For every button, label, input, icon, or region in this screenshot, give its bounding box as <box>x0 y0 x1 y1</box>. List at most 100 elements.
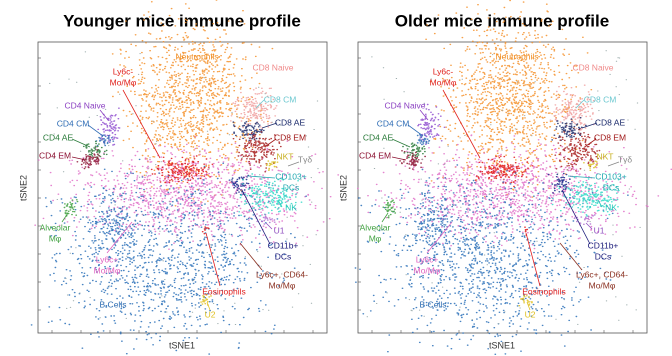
cluster-label: CD8 EM <box>274 132 306 142</box>
cluster-label: CD4 CM <box>377 118 410 128</box>
leader-line <box>247 175 276 179</box>
cluster-label: DCs <box>283 182 300 192</box>
y-axis-label: tSNE2 <box>338 175 348 201</box>
cell-cluster <box>547 172 572 194</box>
cell-cluster <box>265 160 279 171</box>
plot-frame <box>37 41 328 334</box>
leader-line <box>585 138 597 147</box>
cell-cluster <box>416 133 432 146</box>
cell-cluster <box>357 134 672 250</box>
cluster-label: Tγδ <box>298 154 312 164</box>
leader-line <box>381 212 389 223</box>
cluster-label: Mo/Mφ <box>589 280 616 290</box>
leader-line <box>265 222 273 230</box>
cluster-label: CD8 CM <box>264 94 297 104</box>
cell-cluster <box>518 295 533 307</box>
cluster-label: CD8 AE <box>595 117 626 127</box>
cluster-label: CD4 CM <box>57 118 90 128</box>
cluster-label: CD4 AE <box>43 132 74 142</box>
cluster-label: CD4 AE <box>363 132 394 142</box>
leader-line <box>575 99 585 109</box>
x-axis-label: tSNE1 <box>489 340 515 350</box>
leader-line <box>87 124 104 137</box>
cluster-label: U2 <box>205 309 216 319</box>
cluster-label: Ly6c- <box>433 66 454 76</box>
cluster-label: CD8 AE <box>275 117 306 127</box>
cell-cluster <box>76 149 101 170</box>
leader-line <box>265 138 277 147</box>
leader-line <box>419 109 429 121</box>
cluster-label: CD4 EM <box>39 150 71 160</box>
cluster-label: CD8 Naive <box>572 62 613 72</box>
leader-line <box>561 189 591 245</box>
leader-line <box>391 138 411 148</box>
leader-line <box>255 99 265 109</box>
leader-line <box>205 232 221 287</box>
cell-cluster <box>200 294 212 306</box>
cluster-label: CD103+ <box>595 171 626 181</box>
cell-cluster <box>551 176 620 217</box>
leader-line <box>106 221 133 254</box>
x-axis-label: tSNE1 <box>169 340 195 350</box>
cluster-label: Ly6c+, CD64- <box>576 269 628 279</box>
leader-line <box>559 242 583 271</box>
cell-cluster <box>551 117 587 141</box>
cluster-label: B Cells <box>420 299 447 309</box>
cell-cluster <box>573 214 596 225</box>
leader-line <box>122 89 161 159</box>
cell-cluster <box>201 226 210 235</box>
scattered-cells <box>49 51 319 325</box>
cluster-label: CD11b+ <box>268 240 299 250</box>
leader-line <box>607 161 620 167</box>
cluster-label: Ly6c+ <box>96 254 119 264</box>
cluster-label: Mo/Mφ <box>94 265 121 275</box>
cell-cluster <box>82 177 147 266</box>
leader-line <box>442 89 481 159</box>
leader-line <box>287 161 300 167</box>
panel: Older mice immune profile tSNE1 tSNE2 Neutr… <box>338 0 672 355</box>
cluster-label: Ly6c+, CD64- <box>256 269 308 279</box>
cluster-label: NKT <box>597 151 614 161</box>
plot-frame <box>357 41 648 334</box>
cluster-label: Neutrophils <box>496 51 539 61</box>
cluster-label: CD8 CM <box>584 94 617 104</box>
cluster-label: Tγδ <box>618 154 632 164</box>
cluster-label: Neutrophils <box>176 51 219 61</box>
y-axis-label: tSNE2 <box>18 175 28 201</box>
cluster-label: Eosinophils <box>202 286 245 296</box>
cluster-label: Mo/Mφ <box>110 77 137 87</box>
cluster-label: DCs <box>595 251 612 261</box>
cluster-label: CD8 EM <box>594 132 626 142</box>
cluster-label: Ly6c+ <box>416 254 439 264</box>
cluster-label: B Cells <box>100 299 127 309</box>
leader-line <box>407 124 424 137</box>
panel: Younger mice immune profile tSNE1 tSNE2 Neu… <box>18 0 340 355</box>
cell-cluster <box>399 150 426 170</box>
cell-cluster <box>30 158 308 355</box>
cluster-label: Alveolar <box>40 222 71 232</box>
leader-line <box>99 109 109 121</box>
leader-line <box>239 242 263 271</box>
cell-cluster <box>229 87 278 136</box>
cluster-label: NKT <box>277 151 294 161</box>
cell-cluster <box>549 84 595 139</box>
panel-title: Older mice immune profile <box>395 11 609 30</box>
cluster-label: CD4 Naive <box>64 100 105 110</box>
cluster-label: DCs <box>275 251 292 261</box>
cell-cluster <box>82 140 108 160</box>
cell-cluster <box>150 155 214 184</box>
cluster-label: U1 <box>594 225 605 235</box>
cluster-label: NK <box>605 202 617 212</box>
cluster-label: DCs <box>603 182 620 192</box>
cluster-label: U1 <box>274 225 285 235</box>
cluster-label: CD11b+ <box>588 240 619 250</box>
leader-line <box>206 301 211 311</box>
cluster-label: CD103+ <box>275 171 306 181</box>
cell-cluster <box>63 199 79 217</box>
cluster-label: Mo/Mφ <box>269 280 296 290</box>
leader-line <box>61 212 69 223</box>
leader-line <box>581 122 598 129</box>
leader-line <box>277 199 283 208</box>
cell-cluster <box>111 0 274 207</box>
